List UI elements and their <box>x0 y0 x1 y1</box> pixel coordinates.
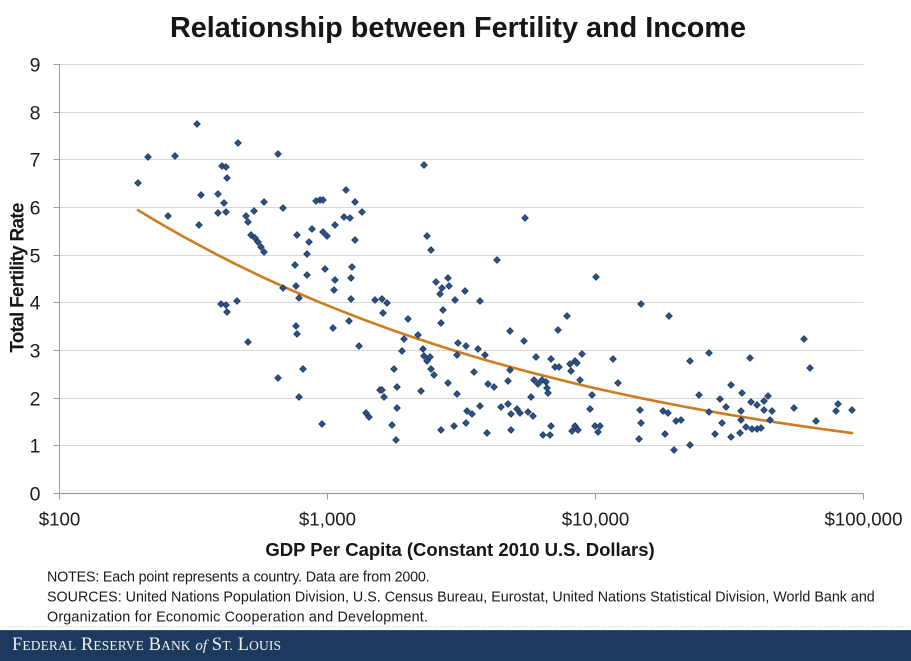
svg-text:$10,000: $10,000 <box>562 509 630 530</box>
svg-text:0: 0 <box>30 484 41 506</box>
svg-text:8: 8 <box>30 103 41 125</box>
svg-text:3: 3 <box>30 341 41 363</box>
svg-text:NOTES: Each point represents a: NOTES: Each point represents a country. … <box>47 570 429 586</box>
svg-text:$100,000: $100,000 <box>825 509 903 530</box>
svg-text:GDP Per Capita (Constant 2010: GDP Per Capita (Constant 2010 U.S. Dolla… <box>265 539 654 560</box>
svg-text:Relationship between Fertility: Relationship between Fertility and Incom… <box>170 12 746 44</box>
svg-text:Organization for Economic Coop: Organization for Economic Cooperation an… <box>47 610 428 626</box>
svg-text:5: 5 <box>30 246 41 268</box>
svg-text:$100: $100 <box>39 509 81 530</box>
svg-text:Total Fertility Rate: Total Fertility Rate <box>8 203 29 353</box>
svg-text:1: 1 <box>30 436 41 458</box>
svg-text:4: 4 <box>30 293 41 315</box>
svg-text:7: 7 <box>30 150 41 172</box>
svg-text:6: 6 <box>30 198 41 220</box>
svg-text:$1,000: $1,000 <box>299 509 356 530</box>
svg-text:2: 2 <box>30 389 41 411</box>
svg-text:SOURCES: United Nations Popula: SOURCES: United Nations Population Divis… <box>47 590 875 606</box>
svg-text:9: 9 <box>30 55 41 77</box>
